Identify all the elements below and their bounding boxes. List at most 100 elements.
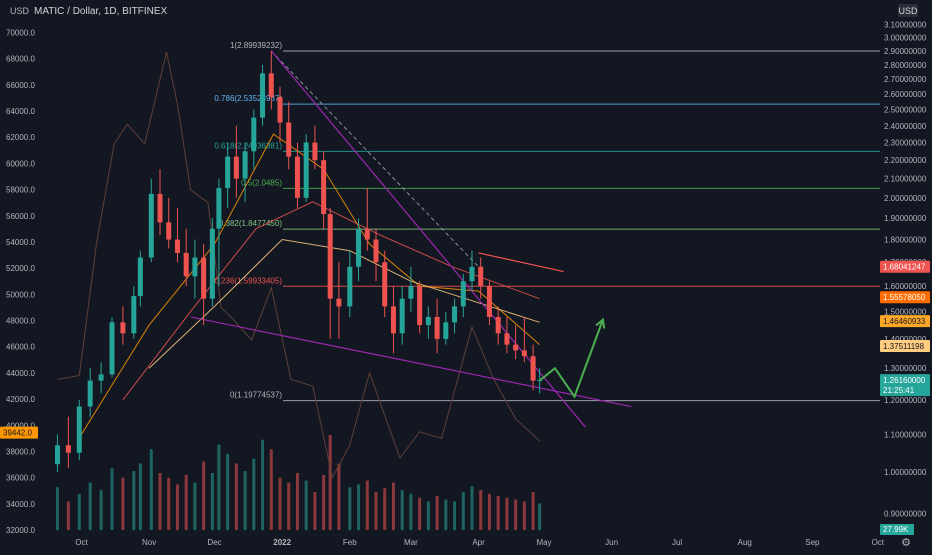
right-axis-tick-label: 3.10000000 (884, 21, 927, 30)
price-label-badge (880, 291, 930, 304)
volume-bar (193, 482, 197, 530)
volume-label-badge (880, 524, 914, 535)
volume-bar (391, 482, 395, 530)
left-axis-tick-label: 56000.0 (6, 212, 35, 221)
volume-bar (304, 480, 308, 530)
candle-body (54, 445, 60, 465)
candle-body (513, 344, 519, 351)
volume-bar (348, 487, 352, 530)
volume-bar (149, 449, 153, 530)
left-axis-tick-label: 66000.0 (6, 81, 35, 90)
volume-bar (435, 495, 439, 530)
volume-label-text: 27.99K (883, 525, 909, 534)
candle-body (452, 306, 458, 323)
countdown-label: 21:25:41 (883, 386, 915, 395)
left-axis-tick-label: 52000.0 (6, 264, 35, 273)
volume-bar (184, 474, 188, 530)
candle-body (303, 142, 309, 198)
time-axis-label: Jun (605, 538, 618, 547)
time-axis-label: 2022 (273, 538, 291, 547)
volume-bar (328, 435, 332, 530)
volume-bar (357, 484, 361, 530)
right-currency-badge[interactable] (898, 4, 918, 17)
candle-body (408, 286, 414, 299)
btc-price-badge (0, 426, 38, 439)
candle-body (277, 97, 283, 123)
volume-bar (88, 482, 92, 530)
left-axis-tick-label: 60000.0 (6, 159, 35, 168)
volume-bar (418, 497, 422, 530)
fib-level-label: 0.786(2.53523987) (214, 94, 282, 103)
volume-bar (287, 482, 291, 530)
right-currency-label: USD (898, 6, 918, 16)
volume-bar (426, 501, 430, 530)
time-axis-label: Oct (872, 538, 885, 547)
right-axis-tick-label: 1.80000000 (884, 236, 927, 245)
candle-body (425, 316, 431, 326)
left-axis-tick-label: 50000.0 (6, 290, 35, 299)
fib-diagonal-line[interactable] (270, 50, 479, 268)
candle-body (373, 239, 379, 263)
candle-body (495, 316, 501, 334)
right-axis-tick-label: 2.40000000 (884, 122, 927, 131)
candle-body (486, 286, 492, 317)
gear-icon[interactable]: ⚙ (901, 537, 911, 549)
candle-body (233, 156, 239, 179)
volume-bar (99, 490, 103, 530)
volume-bar (55, 487, 59, 530)
volume-bar (538, 503, 542, 530)
moving-average-line (122, 201, 540, 401)
projection-arrow[interactable] (538, 319, 604, 399)
time-axis-label: Nov (142, 538, 156, 547)
right-axis-tick-label: 2.10000000 (884, 175, 927, 184)
price-label-text: 1.55578050 (883, 293, 926, 302)
volume-bar (322, 474, 326, 530)
candle-body (76, 406, 82, 453)
time-axis-label: Aug (738, 538, 752, 547)
right-axis-tick-label: 1.60000000 (884, 282, 927, 291)
candle-body (530, 356, 536, 381)
candle-body (148, 193, 154, 258)
left-axis-tick-label: 46000.0 (6, 343, 35, 352)
price-label-badge (880, 260, 930, 273)
right-axis-tick-label: 3.00000000 (884, 34, 927, 43)
candle-body (183, 252, 189, 277)
trendline[interactable] (478, 252, 564, 273)
volume-bar (295, 473, 299, 530)
price-label-text: 1.37511198 (883, 342, 925, 351)
time-axis-label: Dec (207, 538, 221, 547)
volume-bar (365, 480, 369, 530)
candle-body (109, 322, 115, 375)
volume-bar (167, 477, 171, 530)
candle-body (443, 322, 449, 339)
time-axis-label: Sep (805, 538, 820, 547)
right-axis-tick-label: 0.90000000 (884, 510, 927, 519)
right-axis-tick-label: 1.40000000 (884, 335, 927, 344)
volume-bar (217, 444, 221, 530)
volume-bar (531, 492, 535, 530)
candle-body (312, 142, 318, 161)
left-axis-tick-label: 64000.0 (6, 107, 35, 116)
left-axis-tick-label: 68000.0 (6, 55, 35, 64)
left-axis-tick-label: 44000.0 (6, 369, 35, 378)
candle-body (327, 214, 333, 299)
right-axis-tick-label: 1.10000000 (884, 430, 927, 439)
right-axis-tick-label: 2.20000000 (884, 156, 927, 165)
volume-bar (479, 490, 483, 530)
volume-bar (110, 468, 114, 530)
volume-bar (202, 461, 206, 530)
price-label-badge (880, 374, 930, 397)
left-axis-tick-label: 34000.0 (6, 500, 35, 509)
price-label-text: 1.68041247 (883, 263, 926, 272)
volume-bar (453, 501, 457, 530)
candle-body (286, 122, 292, 157)
candle-body (294, 156, 300, 198)
trendline[interactable] (190, 316, 632, 408)
candle-body (157, 193, 163, 223)
right-axis-tick-label: 1.00000000 (884, 468, 927, 477)
left-axis-tick-label: 32000.0 (6, 526, 35, 535)
candle-body (201, 257, 207, 299)
time-axis-label: Feb (343, 538, 357, 547)
